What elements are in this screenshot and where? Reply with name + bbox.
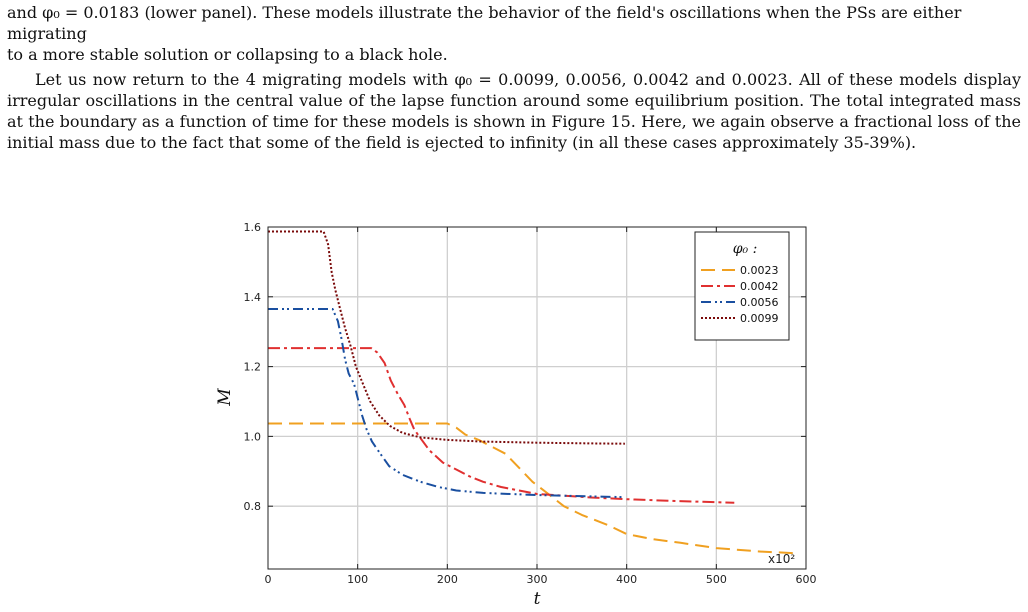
x-tick-label: 200 (437, 573, 458, 586)
grid-lines (268, 227, 806, 569)
caption-tail: and φ₀ = 0.0183 (lower panel). These mod… (7, 2, 1021, 65)
series-line-0.0023 (268, 422, 798, 555)
series-line-0.0042 (268, 347, 735, 504)
axis-ticks: 0 100 200 300 400 500 600 0.8 1.0 1.2 1.4 1.6 (244, 221, 817, 586)
body-paragraph: Let us now return to the 4 migrating mod… (7, 69, 1021, 153)
y-axis-label: M (215, 388, 235, 407)
y-tick-label: 1.4 (244, 291, 262, 304)
x-axis-label: t (534, 589, 541, 609)
legend-entry-0.0042: 0.0042 (740, 280, 779, 293)
series-lines (268, 230, 798, 555)
y-tick-label: 0.8 (244, 500, 262, 513)
y-tick-label: 1.6 (244, 221, 262, 234)
legend-entry-0.0056: 0.0056 (740, 296, 779, 309)
paragraph-line-2: display irregular oscillations in the ce… (7, 70, 1022, 110)
legend-title: φ₀ : (733, 241, 758, 257)
y-tick-label: 1.0 (244, 430, 262, 443)
x-tick-label: 300 (527, 573, 548, 586)
x-tick-label: 400 (616, 573, 637, 586)
series-line-0.0099 (268, 230, 625, 445)
caption-line-2: to a more stable solution or collapsing … (7, 45, 448, 64)
y-tick-label: 1.2 (244, 361, 262, 374)
series-line-0.0056 (268, 308, 623, 499)
paragraph-line-4: a fractional loss of the initial mass du… (7, 112, 1021, 152)
x-tick-label: 500 (706, 573, 727, 586)
paragraph-line-1: Let us now return to the 4 migrating mod… (35, 70, 958, 89)
paragraph-line-3: integrated mass at the boundary as a fun… (7, 91, 1022, 131)
caption-line-1: and φ₀ = 0.0183 (lower panel). These mod… (7, 3, 962, 43)
legend: φ₀ : 0.0023 0.0042 0.0056 0.0099 (694, 231, 790, 341)
x-multiplier-label: x10² (768, 552, 795, 566)
x-tick-label: 0 (265, 573, 272, 586)
x-tick-label: 600 (796, 573, 817, 586)
paragraph-line-5: approximately 35-39%). (722, 133, 917, 152)
x-tick-label: 100 (347, 573, 368, 586)
legend-entry-0.0023: 0.0023 (740, 264, 779, 277)
legend-entry-0.0099: 0.0099 (740, 312, 779, 325)
